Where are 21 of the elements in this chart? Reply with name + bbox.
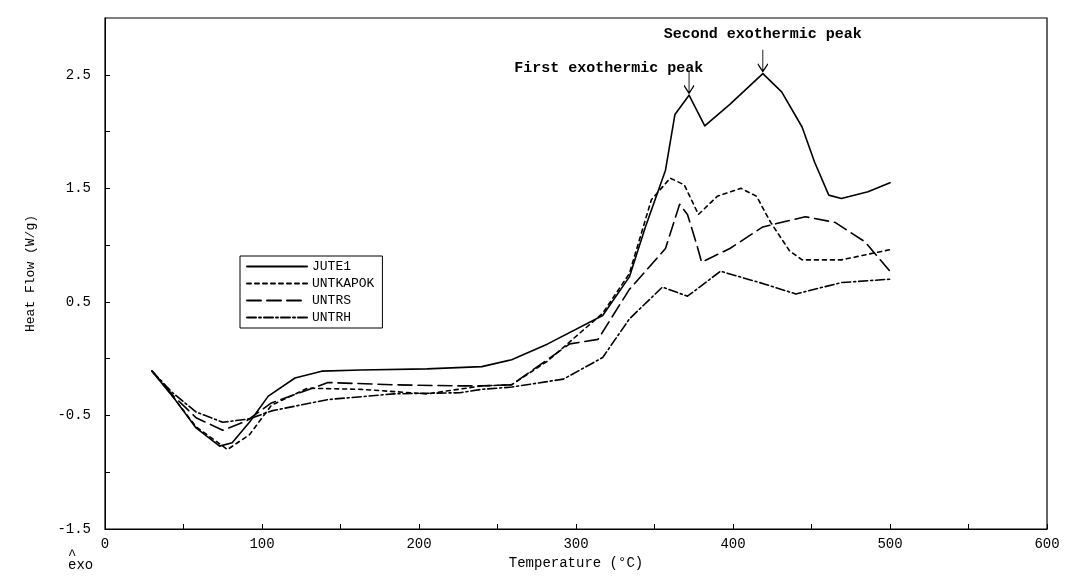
annotation: Second exothermic peak bbox=[663, 25, 862, 43]
x-tick-label: 400 bbox=[720, 536, 746, 552]
y-tick-label: 0.5 bbox=[65, 293, 91, 310]
legend-label: UNTRH bbox=[312, 310, 352, 325]
y-axis-title: Heat Flow (W/g) bbox=[23, 214, 38, 333]
x-tick-label: 500 bbox=[877, 536, 903, 552]
x-tick-label: 200 bbox=[406, 536, 432, 552]
y-tick-label: -0.5 bbox=[57, 407, 91, 424]
x-axis-title: Temperature (°C) bbox=[508, 554, 644, 571]
y-tick-label: 1.5 bbox=[65, 180, 91, 197]
legend-label: JUTE1 bbox=[312, 259, 352, 274]
text: ^ exo bbox=[68, 547, 94, 573]
x-tick-label: 100 bbox=[249, 536, 275, 552]
x-tick-label: 300 bbox=[563, 536, 589, 552]
y-tick-label: 2.5 bbox=[65, 66, 91, 83]
legend-label: UNTKAPOK bbox=[312, 276, 375, 291]
x-tick-label: 600 bbox=[1034, 536, 1060, 552]
legend-label: UNTRS bbox=[312, 293, 352, 308]
x-tick-label: 0 bbox=[100, 536, 110, 552]
annotation: First exothermic peak bbox=[514, 59, 704, 77]
y-tick-label: -1.5 bbox=[57, 521, 91, 537]
